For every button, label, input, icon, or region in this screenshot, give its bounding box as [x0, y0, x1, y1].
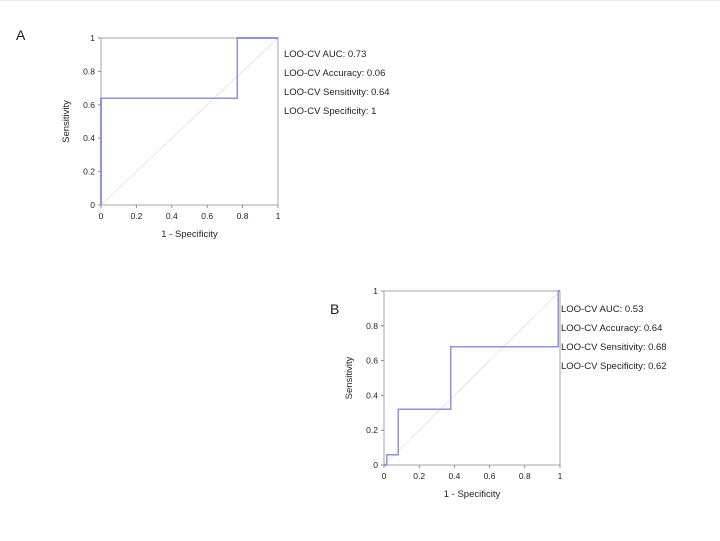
panel-label-a: A — [16, 27, 26, 43]
roc-chart-a: 0 0.2 0.4 0.6 0.8 1 0 0.2 0.4 0.6 0.8 1 1 - Specific… — [46, 26, 298, 265]
x-tick-label: 0.6 — [484, 471, 496, 481]
y-tick-label: 0.8 — [366, 321, 378, 331]
x-tick-label: 0.8 — [519, 471, 531, 481]
x-tick-label: 1 — [276, 211, 281, 221]
stat-auc: LOO-CV AUC: 0.73 — [284, 49, 367, 60]
plot-box — [383, 290, 561, 466]
panel-label-b: B — [330, 301, 340, 317]
x-tick-label: 1 — [558, 471, 563, 481]
x-tick-label: 0.2 — [413, 471, 425, 481]
y-tick-label: 0.4 — [366, 390, 378, 400]
y-tick-label: 1 — [90, 33, 95, 43]
y-tick-label: 0.6 — [83, 100, 95, 110]
x-tick-label: 0.4 — [166, 211, 178, 221]
y-tick-label: 0.2 — [83, 167, 95, 177]
y-tick-label: 0 — [373, 460, 378, 470]
roc-curve-line — [100, 37, 278, 205]
y-tick-label: 0.6 — [366, 356, 378, 366]
x-tick-label: 0 — [99, 211, 104, 221]
stats-panel-b: LOO-CV AUC: 0.53 LOO-CV Accuracy: 0.64 L… — [561, 300, 667, 376]
stat-sensitivity: LOO-CV Sensitivity: 0.68 — [561, 342, 667, 353]
x-axis-title: 1 - Specificity — [444, 489, 501, 500]
chance-diagonal-line — [100, 37, 279, 206]
roc-curve-line — [384, 290, 560, 466]
y-tick-label: 0.4 — [83, 133, 95, 143]
chance-diagonal-line — [383, 290, 561, 466]
stat-accuracy: LOO-CV Accuracy: 0.64 — [561, 323, 663, 334]
y-tick-label: 0.2 — [366, 425, 378, 435]
y-axis-title: Sensitivity — [344, 356, 355, 399]
x-axis-title: 1 - Specificity — [161, 229, 218, 240]
y-tick-label: 0.8 — [83, 66, 95, 76]
x-tick-label: 0.6 — [201, 211, 213, 221]
stat-specificity: LOO-CV Specificity: 0.62 — [561, 361, 667, 372]
x-tick-label: 0.4 — [448, 471, 460, 481]
roc-chart-b: 0 0.2 0.4 0.6 0.8 1 0 0.2 0.4 0.6 0.8 1 1 - Specific… — [329, 279, 580, 525]
y-tick-label: 0 — [90, 200, 95, 210]
y-axis-title: Sensitivity — [61, 100, 72, 143]
x-tick-label: 0 — [382, 471, 387, 481]
stat-specificity: LOO-CV Specificity: 1 — [284, 106, 377, 117]
stat-accuracy: LOO-CV Accuracy: 0.06 — [284, 68, 386, 79]
roc-plot-svg: 0 0.2 0.4 0.6 0.8 1 0 0.2 0.4 0.6 0.8 1 1 - Specific… — [344, 286, 563, 500]
stats-panel-a: LOO-CV AUC: 0.73 LOO-CV Accuracy: 0.06 L… — [284, 45, 390, 121]
x-tick-label: 0.8 — [237, 211, 249, 221]
y-tick-label: 1 — [373, 286, 378, 296]
roc-plot-svg: 0 0.2 0.4 0.6 0.8 1 0 0.2 0.4 0.6 0.8 1 1 - Specific… — [61, 33, 281, 240]
stat-auc: LOO-CV AUC: 0.53 — [561, 304, 644, 315]
stat-sensitivity: LOO-CV Sensitivity: 0.64 — [284, 87, 390, 98]
x-tick-label: 0.2 — [130, 211, 142, 221]
